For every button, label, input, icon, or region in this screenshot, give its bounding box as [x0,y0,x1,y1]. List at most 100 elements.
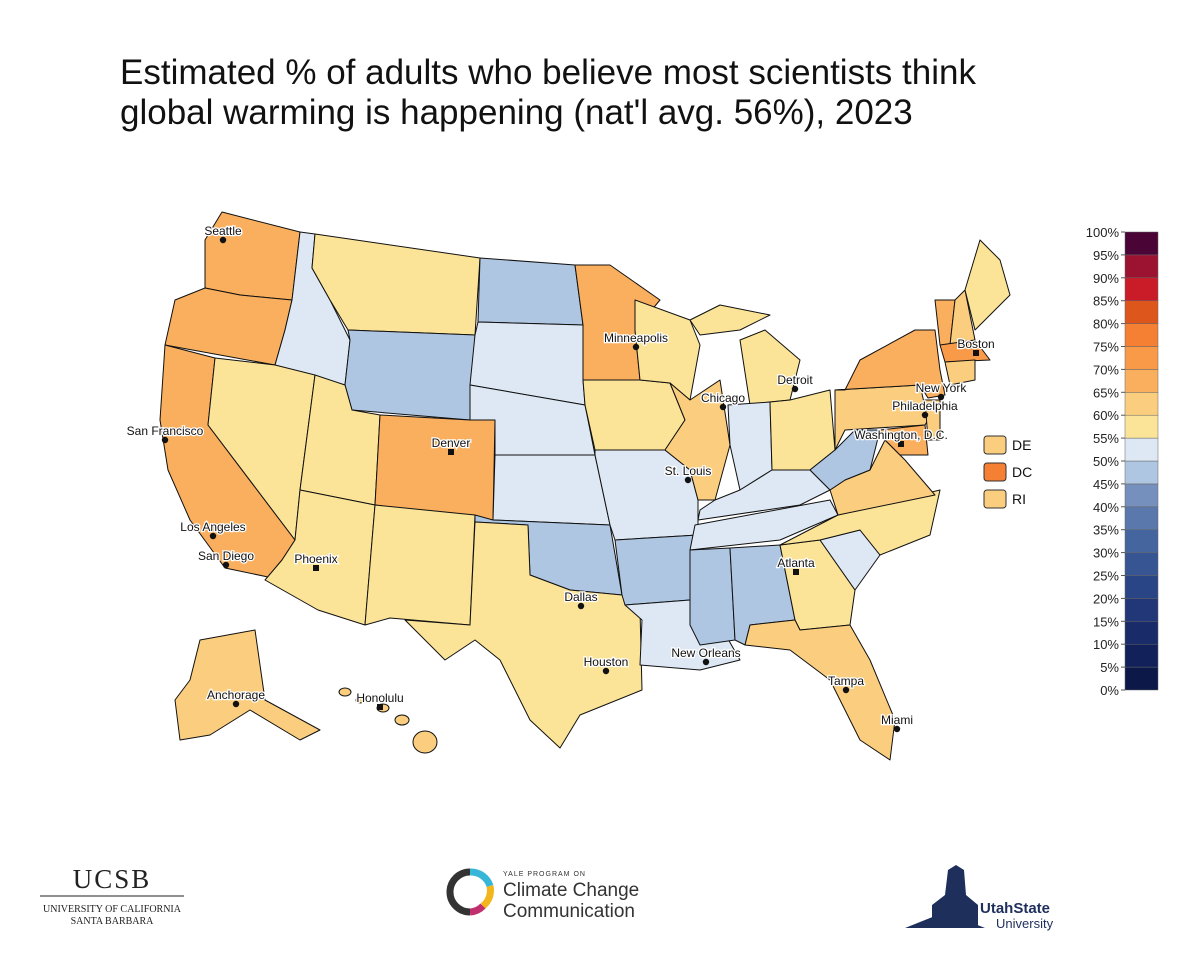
legend-tick-label: 55% [1093,431,1119,446]
city-label: Los Angeles [180,520,245,534]
state [809,429,881,491]
ucsb-subtitle: UNIVERSITY OF CALIFORNIA [43,904,182,915]
legend-tick-label: 30% [1093,546,1119,561]
city-label: Boston [957,337,994,351]
building [932,865,978,925]
city-marker [973,350,979,356]
legend-swatch [1124,346,1159,370]
legend: 0% 5% 10% 15% 20% 25% 30% 35% 40% 45% 50% 55% 60% 65%… [1086,225,1159,698]
yale-name: Communication [503,901,635,922]
legend-swatch [1124,323,1159,347]
legend-swatch [1124,666,1159,691]
city-label: Minneapolis [604,331,668,345]
state [924,399,941,441]
city-marker [898,441,904,447]
city-label: Washington, D.C. [854,428,948,442]
city-label: Atlanta [777,556,815,570]
state [404,521,643,749]
city-marker [632,343,640,351]
usu-building [905,865,985,928]
state [364,504,476,626]
legend-swatch [1124,414,1159,439]
state [344,329,476,421]
small-state-label: DC [1012,464,1032,480]
legend-tick-label: 5% [1100,660,1119,675]
city-label: Denver [432,436,471,450]
city-label: Seattle [204,224,242,238]
state [964,239,1011,331]
city-marker [377,704,383,710]
state [614,534,699,606]
city-label: Honolulu [356,691,403,705]
hawaii-island [355,696,365,704]
state [739,329,801,406]
small-state-swatch [983,435,1007,455]
small-state-label: DE [1012,437,1031,453]
base [905,912,985,928]
yale-name: Climate Change [503,880,639,901]
legend-tick-label: 40% [1093,500,1119,515]
city-marker [209,532,217,540]
state [744,619,896,761]
city-marker [791,385,799,393]
hawaii-island [412,730,438,754]
state [582,379,686,451]
legend-tick-label: 75% [1093,340,1119,355]
hawaii-island [338,687,352,697]
city-label: New York [916,381,968,395]
city-label: Dallas [564,590,597,604]
legend-swatch [1124,483,1159,508]
city-marker [842,686,850,694]
ring-part [469,868,494,888]
legend-tick-label: 50% [1093,454,1119,469]
legend-tick-label: 70% [1093,362,1119,377]
state [374,414,496,521]
city-marker [222,561,230,569]
city-marker [893,725,901,733]
city-label: Anchorage [207,688,265,702]
ucsb-logo: UCSB [73,864,152,894]
state [174,629,321,741]
state [834,329,946,399]
ucsb-subtitle: SANTA BARBARA [71,916,155,927]
city-marker [161,436,169,444]
state [689,499,839,551]
state [939,339,991,363]
city-label: San Diego [198,549,254,563]
legend-tick-label: 45% [1093,477,1119,492]
city-marker [921,411,929,419]
legend-tick-label: 90% [1093,271,1119,286]
legend-swatch [1124,529,1159,553]
title-line: global warming is happening (nat'l avg. … [120,93,913,132]
small-state-swatch [983,489,1007,509]
city-label: Detroit [777,373,813,387]
legend-swatch [1124,460,1159,485]
legend-swatch [1124,231,1159,256]
state [477,257,584,326]
city-label: Tampa [828,674,864,688]
legend-swatch [1124,621,1159,645]
legend-swatch [1124,254,1159,279]
city-marker [219,236,227,244]
city-label: St. Louis [665,464,712,478]
city-marker [313,565,319,571]
city-marker [793,569,799,575]
usu-name: UtahState [980,900,1050,917]
state [492,454,611,526]
legend-swatch [1124,643,1159,668]
small-state-label: RI [1012,491,1026,507]
legend-swatch [1124,437,1159,462]
legend-swatch [1124,575,1159,599]
legend-tick-label: 65% [1093,385,1119,400]
city-label: New Orleans [671,646,740,660]
city-marker [719,403,727,411]
city-marker [577,602,585,610]
small-state-boxes: DE DC RI [983,435,1032,509]
city-label: San Francisco [127,424,204,438]
city-marker [702,658,710,666]
legend-swatch [1124,598,1159,622]
logos: UCSB UNIVERSITY OF CALIFORNIA SANTA BARB… [40,864,1054,931]
ring-part [446,868,471,916]
legend-swatch [1124,506,1159,530]
legend-swatch [1124,300,1159,324]
